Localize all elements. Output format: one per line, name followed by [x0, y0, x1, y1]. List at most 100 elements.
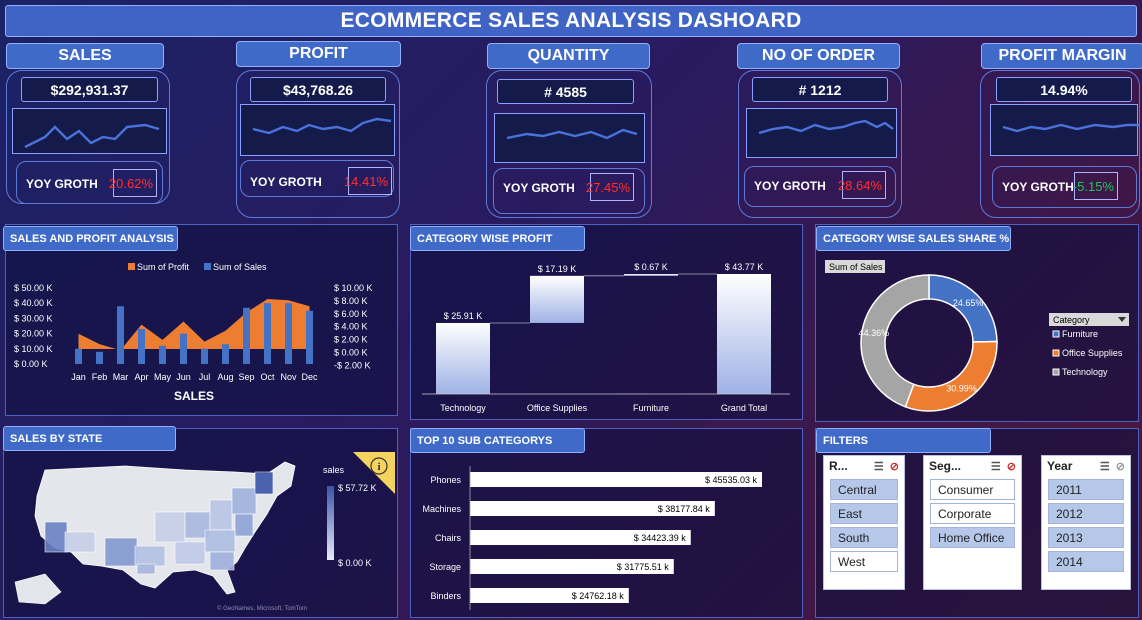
- region-slicer-title: R...: [829, 459, 848, 473]
- category-profit-title: CATEGORY WISE PROFIT: [410, 226, 585, 251]
- subcat-value: $ 24762.18 k: [572, 591, 625, 601]
- month-tick: Apr: [134, 372, 148, 382]
- state-region: [254, 471, 274, 495]
- multi-select-icon[interactable]: ☰: [990, 460, 1001, 473]
- right-axis-tick: $ 10.00 K: [334, 283, 373, 293]
- right-axis-tick: $ 8.00 K: [334, 296, 368, 306]
- segment-option[interactable]: Corporate: [930, 503, 1015, 524]
- subcat-bar: [470, 559, 674, 574]
- clear-filter-icon[interactable]: ⊘: [889, 460, 899, 473]
- left-axis-tick: $ 50.00 K: [14, 283, 53, 293]
- region-option[interactable]: West: [830, 551, 898, 572]
- subcat-panel: [410, 428, 803, 618]
- waterfall-bar: [436, 322, 490, 394]
- sparkline-line: [1002, 123, 1142, 133]
- profit-yoy-box: [240, 160, 394, 197]
- waterfall-bar: [717, 274, 771, 394]
- year-slicer[interactable]: Year ☰ ⊘ 2011 2012 2013 2014: [1041, 455, 1131, 590]
- sparkline-line: [24, 123, 160, 149]
- subcat-name: Chairs: [435, 533, 462, 543]
- legend-dropdown: [1049, 313, 1129, 326]
- month-tick: Sep: [238, 372, 254, 382]
- info-corner: [353, 452, 395, 494]
- year-option[interactable]: 2014: [1048, 551, 1124, 572]
- legend-item: Technology: [1062, 367, 1108, 377]
- category-share-chart: Sum of Sales 24.65% 30.99% 44.36% Category Fu…: [825, 260, 1129, 412]
- year-slicer-header: Year ☰ ⊘: [1042, 456, 1130, 476]
- sales-bar: [285, 303, 292, 364]
- profit-kpi-label: PROFIT: [236, 41, 401, 67]
- year-slicer-title: Year: [1047, 459, 1073, 473]
- waterfall-bar: [530, 275, 584, 323]
- year-option[interactable]: 2013: [1048, 527, 1124, 548]
- segment-slicer[interactable]: Seg... ☰ ⊘ Consumer Corporate Home Office: [923, 455, 1022, 590]
- dashboard-title: ECOMMERCE SALES ANALYSIS DASHOARD: [5, 5, 1137, 37]
- state-map[interactable]: sales $ 57.72 K $ 0.00 K i © GeoNames, Micro…: [5, 452, 395, 617]
- category-share-title: CATEGORY WISE SALES SHARE %: [816, 226, 1011, 251]
- x-axis-title: SALES: [174, 389, 214, 403]
- donut-label: 30.99%: [946, 384, 977, 394]
- sales-bar: [201, 348, 208, 364]
- month-tick: May: [154, 372, 172, 382]
- sales-bar: [159, 345, 166, 364]
- left-axis-tick: $ 40.00 K: [14, 298, 53, 308]
- map-credit: © GeoNames, Microsoft, TomTom: [217, 605, 307, 612]
- month-tick: Jul: [199, 372, 211, 382]
- month-tick: Jan: [71, 372, 86, 382]
- dropdown-icon: [1118, 317, 1126, 322]
- month-tick: Feb: [92, 372, 108, 382]
- alaska-shape: [14, 573, 62, 605]
- year-option[interactable]: 2012: [1048, 503, 1124, 524]
- multi-select-icon[interactable]: ☰: [1099, 460, 1110, 473]
- region-option[interactable]: South: [830, 527, 898, 548]
- state-region: [209, 551, 235, 571]
- subcat-chart: Phones $ 45535.03 k Machines $ 38177.84 k Ch…: [422, 466, 762, 610]
- waterfall-category: Technology: [440, 403, 486, 413]
- clear-filter-icon[interactable]: ⊘: [1006, 460, 1016, 473]
- region-slicer[interactable]: R... ☰ ⊘ Central East South West: [823, 455, 905, 590]
- clear-filter-icon[interactable]: ⊘: [1115, 460, 1125, 473]
- profit-area: [78, 298, 310, 351]
- quantity-yoy-label: YOY GROTH: [503, 181, 575, 195]
- info-icon-glyph: i: [377, 461, 380, 473]
- legend-sales-label: Sum of Sales: [213, 262, 267, 272]
- map-legend-title: sales: [323, 465, 345, 475]
- waterfall-label: $ 25.91 K: [444, 311, 483, 321]
- legend-swatch: [1052, 368, 1060, 376]
- state-map-title: SALES BY STATE: [3, 426, 176, 451]
- state-region: [209, 499, 233, 531]
- subcat-bar: [470, 501, 715, 516]
- region-slicer-header: R... ☰ ⊘: [824, 456, 904, 476]
- year-option[interactable]: 2011: [1048, 479, 1124, 500]
- donut-slice: [928, 274, 998, 343]
- subcat-value: $ 38177.84 k: [658, 504, 711, 514]
- region-option[interactable]: Central: [830, 479, 898, 500]
- category-profit-chart: $ 25.91 K Technology $ 17.19 K Office Suppl…: [422, 262, 790, 413]
- legend-title: Category: [1053, 315, 1090, 325]
- state-region: [136, 563, 156, 575]
- segment-slicer-header: Seg... ☰ ⊘: [924, 456, 1021, 476]
- sales-profit-panel: [5, 224, 398, 416]
- month-tick: Mar: [113, 372, 129, 382]
- profit-kpi-value: $43,768.26: [250, 77, 386, 102]
- profit-kpi-card: [236, 70, 400, 218]
- legend-profit-label: Sum of Profit: [137, 262, 190, 272]
- multi-select-icon[interactable]: ☰: [873, 460, 884, 473]
- sales-bar: [222, 344, 229, 364]
- segment-option[interactable]: Home Office: [930, 527, 1015, 548]
- no-of-order-yoy-label: YOY GROTH: [754, 179, 826, 193]
- map-legend-max: $ 57.72 K: [338, 483, 377, 493]
- donut-slice: [904, 340, 998, 412]
- region-option[interactable]: East: [830, 503, 898, 524]
- no-of-order-kpi-label: NO OF ORDER: [737, 43, 900, 69]
- waterfall-label: $ 17.19 K: [538, 264, 577, 274]
- profit-margin-sparkline: [990, 104, 1142, 156]
- segment-option[interactable]: Consumer: [930, 479, 1015, 500]
- sparkline-line: [252, 117, 392, 135]
- profit-yoy-value: 14.41%: [344, 167, 392, 195]
- no-of-order-kpi-value: # 1212: [752, 77, 888, 102]
- state-region: [104, 537, 138, 567]
- left-axis-tick: $ 10.00 K: [14, 344, 53, 354]
- sales-sparkline: [12, 108, 167, 154]
- sales-yoy-value: 20.62%: [109, 169, 157, 197]
